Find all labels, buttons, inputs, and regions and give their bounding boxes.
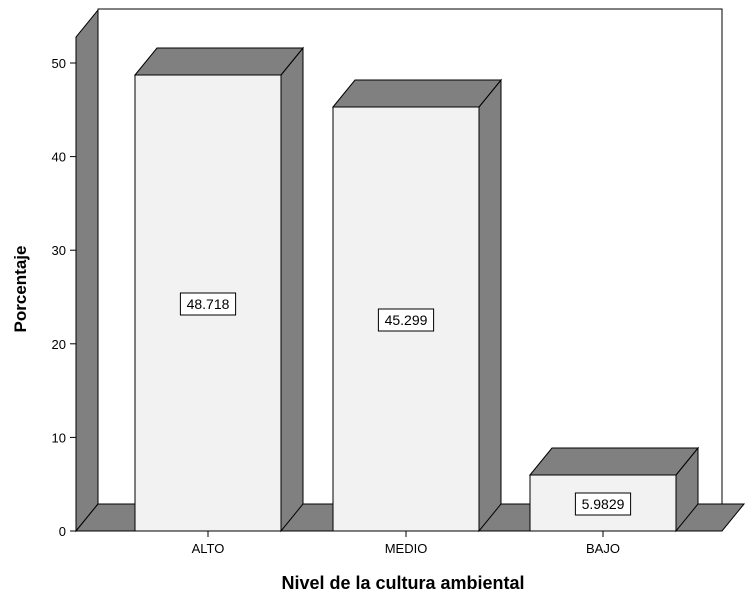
x-tick-label: MEDIO [385, 541, 428, 556]
x-tick-label: ALTO [192, 541, 225, 556]
data-label: 48.718 [187, 296, 230, 312]
bar-side [478, 78, 502, 533]
y-tick-label: 50 [52, 56, 66, 71]
y-axis: 0 10 20 30 40 50 [52, 37, 77, 539]
left-wall [75, 8, 99, 533]
data-label: 45.299 [385, 312, 428, 328]
data-label-box [574, 492, 632, 516]
y-tick-label: 0 [59, 524, 66, 539]
y-tick-label: 10 [52, 430, 66, 445]
y-axis-title: Porcentaje [11, 246, 30, 333]
bar-group: 45.299 [331, 78, 503, 533]
bar-top [528, 447, 700, 476]
bar-top [331, 79, 503, 108]
bar-side [280, 46, 304, 533]
x-tick-label: BAJO [586, 541, 620, 556]
data-label: 5.9829 [582, 496, 625, 512]
bar-group: 48.718 [133, 46, 305, 533]
data-label-box [377, 308, 435, 332]
bar-group: 5.9829 [528, 446, 700, 533]
data-label-box [179, 292, 237, 316]
x-axis-title: Nivel de la cultura ambiental [281, 573, 524, 593]
x-axis: ALTO MEDIO BAJO [76, 530, 722, 556]
y-tick-label: 20 [52, 337, 66, 352]
bar-top [133, 47, 305, 76]
y-tick-label: 30 [52, 243, 66, 258]
bars: 48.718 45.299 5.9829 [133, 46, 700, 533]
y-tick-label: 40 [52, 150, 66, 165]
